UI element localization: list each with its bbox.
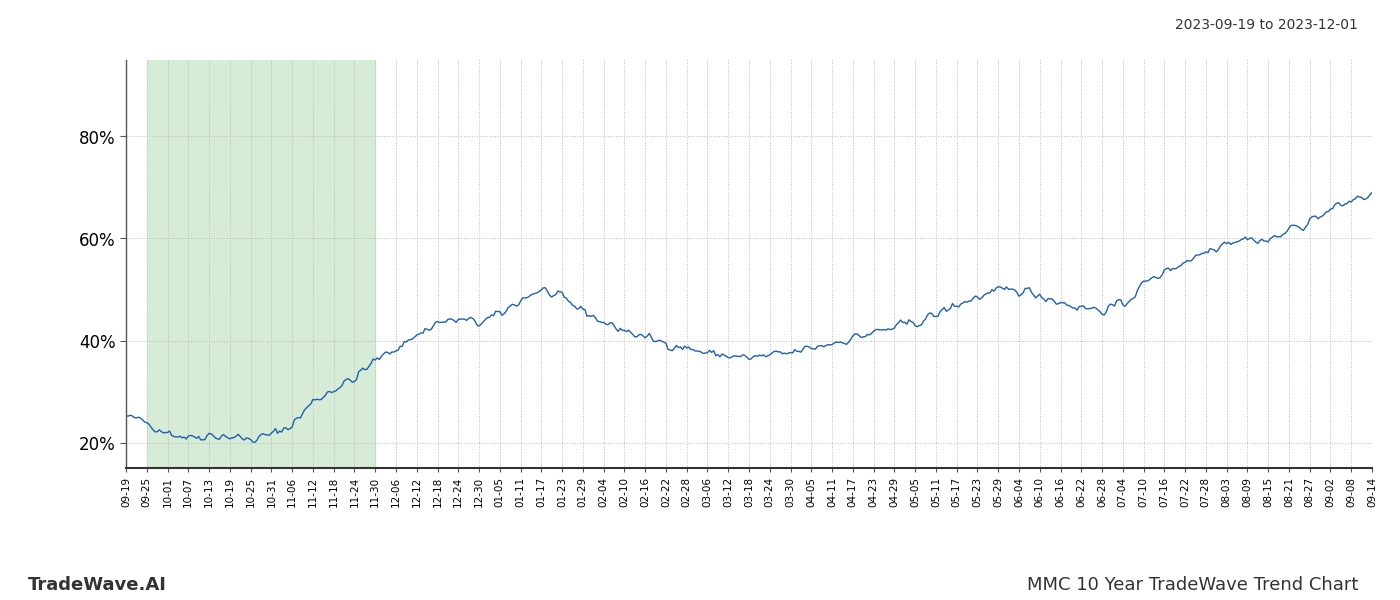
Bar: [147, 60, 375, 468]
Text: MMC 10 Year TradeWave Trend Chart: MMC 10 Year TradeWave Trend Chart: [1026, 576, 1358, 594]
Text: TradeWave.AI: TradeWave.AI: [28, 576, 167, 594]
Text: 2023-09-19 to 2023-12-01: 2023-09-19 to 2023-12-01: [1175, 18, 1358, 32]
